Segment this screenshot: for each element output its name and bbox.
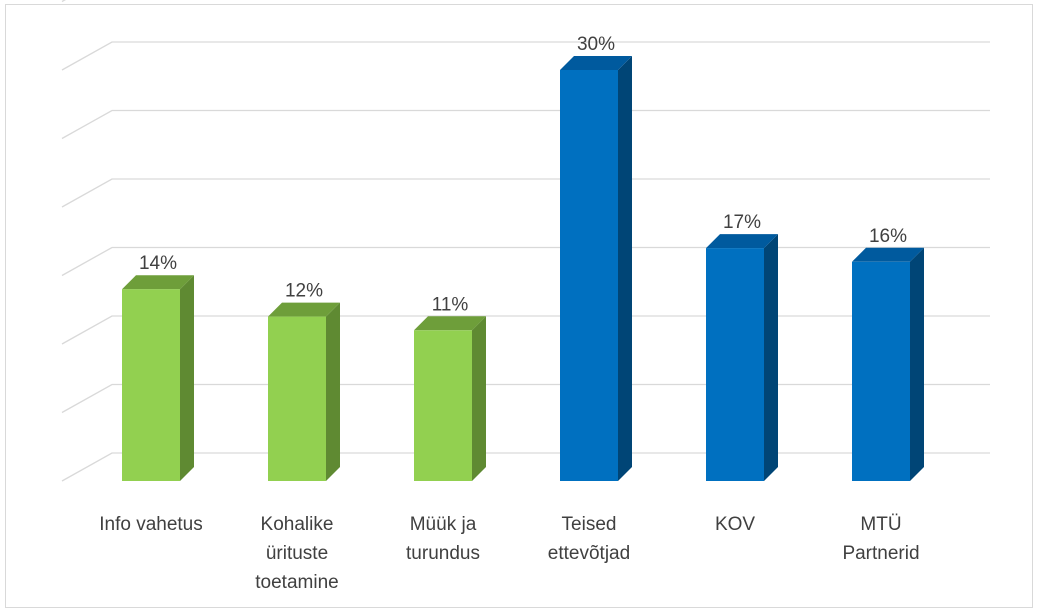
bar-front (122, 289, 180, 481)
gridline (61, 452, 990, 482)
bar (414, 316, 486, 481)
bar (122, 275, 194, 481)
bar (706, 234, 778, 481)
bar-front (852, 261, 910, 481)
category-label-line: ürituste (266, 543, 328, 564)
bar-front (268, 316, 326, 481)
bar-side (326, 302, 340, 481)
data-label: 12% (285, 281, 323, 302)
bar-front (706, 248, 764, 481)
bar-side (764, 234, 778, 481)
data-label: 30% (577, 34, 615, 55)
bar-top (560, 56, 632, 70)
category-label: KOV (715, 514, 755, 535)
category-label-line: MTÜ (860, 514, 901, 535)
category-label-line: Partnerid (842, 543, 919, 564)
category-label: Info vahetus (99, 514, 203, 535)
bar (268, 302, 340, 481)
bar (560, 56, 632, 481)
bar-side (180, 275, 194, 481)
gridlines (61, 0, 990, 482)
bar-side (472, 316, 486, 481)
category-label-line: Müük ja (410, 514, 477, 535)
category-label-line: ettevõtjad (548, 543, 630, 564)
bar-side (618, 56, 632, 481)
bar-top (268, 302, 340, 317)
gridline (61, 0, 67, 3)
category-label: MTÜ Partnerid (842, 514, 919, 564)
data-label: 11% (432, 294, 469, 315)
category-label-line: Kohalike (261, 514, 334, 535)
bar-top (414, 316, 486, 331)
category-label-line: Info vahetus (99, 514, 203, 535)
bar-side (910, 247, 924, 481)
gridline (61, 109, 990, 140)
gridline (61, 315, 990, 345)
category-label-line: Teised (562, 514, 617, 535)
data-label: 16% (869, 226, 907, 247)
category-label: Müük ja turundus (406, 514, 480, 564)
bar (852, 247, 924, 481)
bar-top (122, 275, 194, 290)
bar-front (560, 70, 618, 481)
data-label: 17% (723, 212, 761, 233)
category-label-line: toetamine (255, 572, 338, 593)
bar-top (852, 247, 924, 262)
gridline (61, 178, 990, 208)
category-label-line: KOV (715, 514, 755, 535)
gridline (61, 41, 990, 71)
category-label: Kohalike ürituste toetamine (255, 514, 338, 593)
category-label-line: turundus (406, 543, 480, 564)
gridline (61, 246, 990, 277)
bar-top (706, 234, 778, 249)
data-label: 14% (139, 253, 177, 274)
category-label: Teised ettevõtjad (548, 514, 630, 564)
bar-front (414, 330, 472, 481)
gridline (61, 383, 990, 414)
